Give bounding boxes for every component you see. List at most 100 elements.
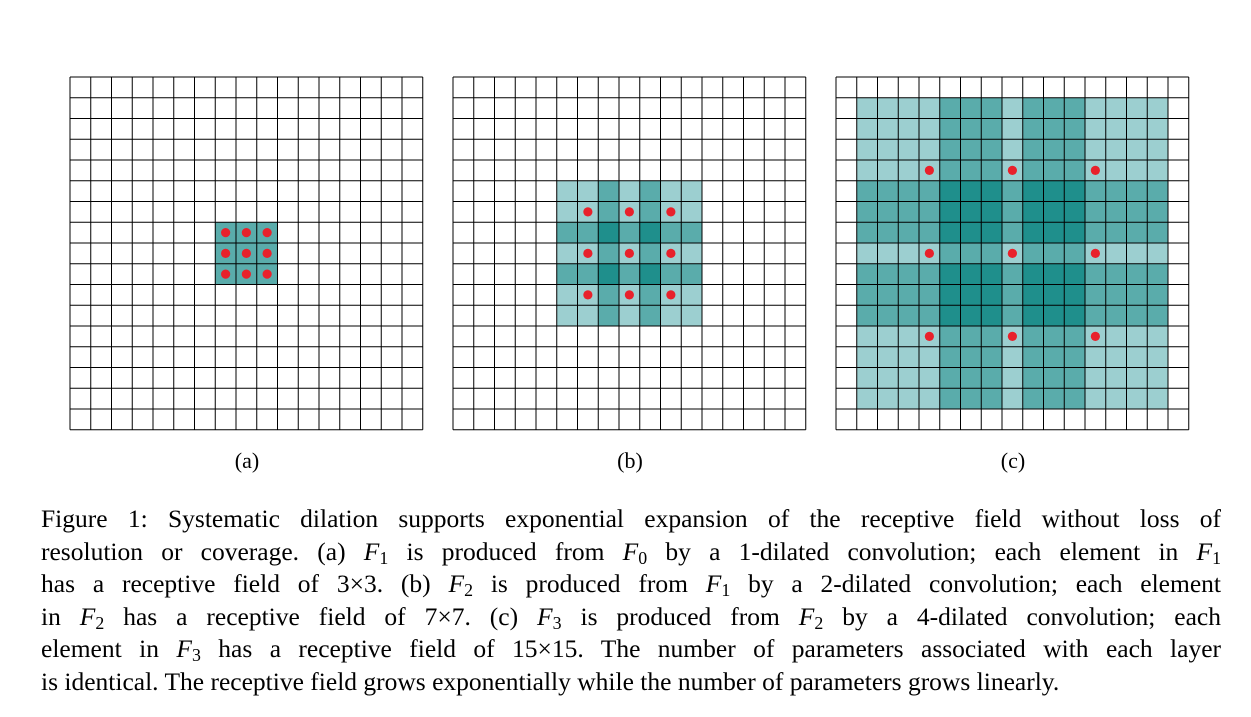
receptive-field-cell bbox=[598, 243, 619, 264]
receptive-field-cell bbox=[939, 222, 961, 243]
receptive-field-cell bbox=[1064, 118, 1085, 140]
receptive-field-cell bbox=[898, 367, 919, 389]
receptive-field-cell bbox=[960, 243, 982, 264]
receptive-field-cell bbox=[1147, 367, 1168, 389]
receptive-field-cell bbox=[1064, 160, 1085, 181]
kernel-point bbox=[221, 269, 231, 279]
receptive-field-cell bbox=[1002, 305, 1023, 326]
receptive-field-cell bbox=[1002, 201, 1023, 223]
receptive-field-cell bbox=[1147, 222, 1168, 243]
receptive-field-cell bbox=[1147, 139, 1168, 160]
receptive-field-cell bbox=[1105, 118, 1127, 140]
receptive-field-cell bbox=[1147, 180, 1168, 202]
receptive-field-cell bbox=[856, 118, 878, 140]
receptive-field-cell bbox=[877, 367, 899, 389]
receptive-field-cell bbox=[1105, 180, 1127, 202]
kernel-point bbox=[583, 207, 593, 217]
receptive-field-cell bbox=[919, 367, 940, 389]
receptive-field-cell bbox=[981, 388, 1002, 409]
receptive-field-cell bbox=[1002, 388, 1023, 409]
receptive-field-cell bbox=[1126, 305, 1148, 326]
receptive-field-cell bbox=[681, 180, 702, 202]
receptive-field-cell bbox=[1064, 367, 1085, 389]
receptive-field-cell bbox=[1022, 326, 1044, 347]
receptive-field-cell bbox=[1002, 139, 1023, 160]
kernel-point bbox=[1090, 165, 1100, 175]
receptive-field-cell bbox=[660, 222, 682, 243]
receptive-field-cell bbox=[877, 139, 899, 160]
receptive-field-cell bbox=[1064, 180, 1085, 202]
receptive-field-cell bbox=[939, 388, 961, 409]
kernel-point bbox=[1090, 248, 1100, 258]
receptive-field-cell bbox=[1126, 263, 1148, 285]
receptive-field-cell bbox=[898, 346, 919, 368]
receptive-field-cell bbox=[1064, 388, 1085, 409]
receptive-field-cell bbox=[681, 305, 702, 326]
receptive-field-cell bbox=[856, 326, 878, 347]
receptive-field-cell bbox=[919, 388, 940, 409]
receptive-field-cell bbox=[1043, 201, 1065, 223]
receptive-field-cell bbox=[898, 326, 919, 347]
receptive-field-cell bbox=[939, 346, 961, 368]
receptive-field-cell bbox=[856, 388, 878, 409]
caption-line: resolution or coverage. (a) F1 is produc… bbox=[41, 536, 1221, 568]
receptive-field-cell bbox=[898, 201, 919, 223]
receptive-field-cell bbox=[619, 180, 640, 202]
kernel-point bbox=[583, 248, 593, 258]
receptive-field-cell bbox=[1105, 201, 1127, 223]
kernel-point bbox=[624, 207, 634, 217]
receptive-field-cell bbox=[898, 160, 919, 181]
receptive-field-cell bbox=[1126, 243, 1148, 264]
receptive-field-cell bbox=[877, 160, 899, 181]
receptive-field-cell bbox=[877, 326, 899, 347]
kernel-point bbox=[924, 331, 934, 341]
receptive-field-cell bbox=[1105, 388, 1127, 409]
figure-number: Figure 1: bbox=[41, 504, 148, 533]
receptive-field-cell bbox=[981, 180, 1002, 202]
caption-line: Figure 1: Systematic dilation supports e… bbox=[41, 504, 1222, 533]
receptive-field-cell bbox=[660, 180, 682, 202]
receptive-field-cell bbox=[856, 284, 878, 306]
receptive-field-cell bbox=[1085, 305, 1106, 326]
kernel-point bbox=[624, 248, 634, 258]
receptive-field-cell bbox=[960, 367, 982, 389]
receptive-field-cell bbox=[856, 180, 878, 202]
receptive-field-cell bbox=[1064, 201, 1085, 223]
receptive-field-cell bbox=[1085, 139, 1106, 160]
receptive-field-cell bbox=[681, 243, 702, 264]
receptive-field-cell bbox=[1147, 160, 1168, 181]
receptive-field-cell bbox=[1105, 305, 1127, 326]
receptive-field-cell bbox=[1147, 243, 1168, 264]
receptive-field-cell bbox=[939, 160, 961, 181]
receptive-field-cell bbox=[898, 263, 919, 285]
receptive-field-cell bbox=[1064, 139, 1085, 160]
receptive-field-cell bbox=[1064, 97, 1085, 119]
receptive-field-cell bbox=[1022, 97, 1044, 119]
receptive-field-cell bbox=[619, 305, 640, 326]
receptive-field-cell bbox=[1105, 263, 1127, 285]
receptive-field-cell bbox=[1147, 201, 1168, 223]
receptive-field-cell bbox=[1147, 263, 1168, 285]
receptive-field-cell bbox=[877, 222, 899, 243]
receptive-field-cell bbox=[877, 346, 899, 368]
receptive-field-cell bbox=[939, 139, 961, 160]
receptive-field-cell bbox=[1126, 180, 1148, 202]
kernel-point bbox=[924, 165, 934, 175]
receptive-field-cell bbox=[1126, 222, 1148, 243]
receptive-field-cell bbox=[960, 222, 982, 243]
receptive-field-cell bbox=[1085, 180, 1106, 202]
receptive-field-cell bbox=[856, 222, 878, 243]
receptive-field-cell bbox=[919, 222, 940, 243]
receptive-field-cell bbox=[681, 263, 702, 285]
receptive-field-cell bbox=[1105, 326, 1127, 347]
receptive-field-cell bbox=[556, 243, 578, 264]
receptive-field-cell bbox=[1126, 97, 1148, 119]
receptive-field-cell bbox=[919, 263, 940, 285]
kernel-point bbox=[1007, 248, 1017, 258]
receptive-field-cell bbox=[1022, 201, 1044, 223]
receptive-field-cell bbox=[856, 305, 878, 326]
receptive-field-cell bbox=[1002, 346, 1023, 368]
receptive-field-cell bbox=[856, 97, 878, 119]
receptive-field-cell bbox=[598, 201, 619, 223]
receptive-field-cell bbox=[1147, 97, 1168, 119]
